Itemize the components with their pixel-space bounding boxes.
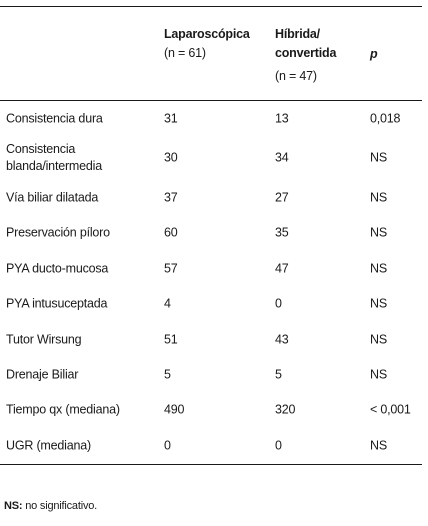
row-laparoscopica: 5	[164, 367, 171, 382]
row-laparoscopica: 51	[164, 332, 178, 347]
row-p-value: NS	[370, 190, 387, 205]
row-laparoscopica: 31	[164, 111, 178, 126]
header-laparoscopica-n: (n = 61)	[164, 46, 206, 60]
row-p-value: NS	[370, 261, 387, 276]
footnote: NS: no significativo.	[4, 500, 97, 512]
results-table: Laparoscópica (n = 61) Híbrida/ converti…	[0, 6, 422, 465]
row-label: Consistencia blanda/intermedia	[6, 142, 102, 174]
row-p-value: < 0,001	[370, 402, 411, 417]
row-hibrida: 35	[275, 225, 289, 240]
top-rule	[0, 6, 422, 7]
header-rule	[0, 100, 422, 101]
header-hibrida-title-line1: Híbrida/	[275, 27, 320, 41]
footnote-text: no significativo.	[22, 500, 98, 512]
row-label: Tutor Wirsung	[6, 332, 82, 347]
row-label: Vía biliar dilatada	[6, 190, 99, 205]
header-laparoscopica-title: Laparoscópica	[164, 27, 250, 41]
table-row: Consistencia dura 31 13 0,018	[0, 101, 422, 136]
table-row: Drenaje Biliar 5 5 NS	[0, 357, 422, 392]
row-p-value: NS	[370, 225, 387, 240]
row-label: Drenaje Biliar	[6, 367, 79, 382]
row-p-value: NS	[370, 150, 387, 165]
row-hibrida: 0	[275, 296, 282, 311]
row-hibrida: 34	[275, 150, 289, 165]
row-label: PYA ducto-mucosa	[6, 261, 109, 276]
table-header: Laparoscópica (n = 61) Híbrida/ converti…	[0, 7, 422, 100]
row-laparoscopica: 57	[164, 261, 178, 276]
row-hibrida: 5	[275, 367, 282, 382]
table-row: Preservación píloro 60 35 NS	[0, 216, 422, 251]
table-row: Consistencia blanda/intermedia 30 34 NS	[0, 136, 422, 180]
header-hibrida-n: (n = 47)	[275, 69, 317, 83]
row-label: Preservación píloro	[6, 225, 110, 240]
footnote-abbr: NS:	[4, 500, 23, 512]
row-hibrida: 43	[275, 332, 289, 347]
row-hibrida: 0	[275, 438, 282, 453]
row-laparoscopica: 0	[164, 438, 171, 453]
row-laparoscopica: 37	[164, 190, 178, 205]
bottom-rule	[0, 463, 422, 465]
table-row: Tiempo qx (mediana) 490 320 < 0,001	[0, 393, 422, 428]
row-label: Consistencia dura	[6, 111, 103, 126]
row-hibrida: 320	[275, 402, 296, 417]
row-hibrida: 27	[275, 190, 289, 205]
header-hibrida-title-line2: convertida	[275, 46, 337, 60]
table-row: UGR (mediana) 0 0 NS	[0, 428, 422, 463]
table-row: Tutor Wirsung 51 43 NS	[0, 322, 422, 357]
row-p-value: 0,018	[370, 111, 401, 126]
header-p: p	[370, 47, 378, 61]
row-p-value: NS	[370, 332, 387, 347]
row-laparoscopica: 4	[164, 296, 171, 311]
header-hibrida: Híbrida/ convertida (n = 47)	[275, 25, 336, 86]
table-row: Vía biliar dilatada 37 27 NS	[0, 180, 422, 215]
row-laparoscopica: 60	[164, 225, 178, 240]
row-p-value: NS	[370, 367, 387, 382]
row-hibrida: 47	[275, 261, 289, 276]
row-p-value: NS	[370, 296, 387, 311]
row-laparoscopica: 30	[164, 150, 178, 165]
table-body: Consistencia dura 31 13 0,018 Consistencia b…	[0, 101, 422, 464]
row-p-value: NS	[370, 438, 387, 453]
row-hibrida: 13	[275, 111, 289, 126]
table-row: PYA ducto-mucosa 57 47 NS	[0, 251, 422, 286]
row-laparoscopica: 490	[164, 402, 185, 417]
row-label: Tiempo qx (mediana)	[6, 402, 120, 417]
row-label: PYA intusuceptada	[6, 296, 108, 311]
row-label: UGR (mediana)	[6, 438, 91, 453]
table-row: PYA intusuceptada 4 0 NS	[0, 287, 422, 322]
header-laparoscopica: Laparoscópica (n = 61)	[164, 25, 250, 63]
